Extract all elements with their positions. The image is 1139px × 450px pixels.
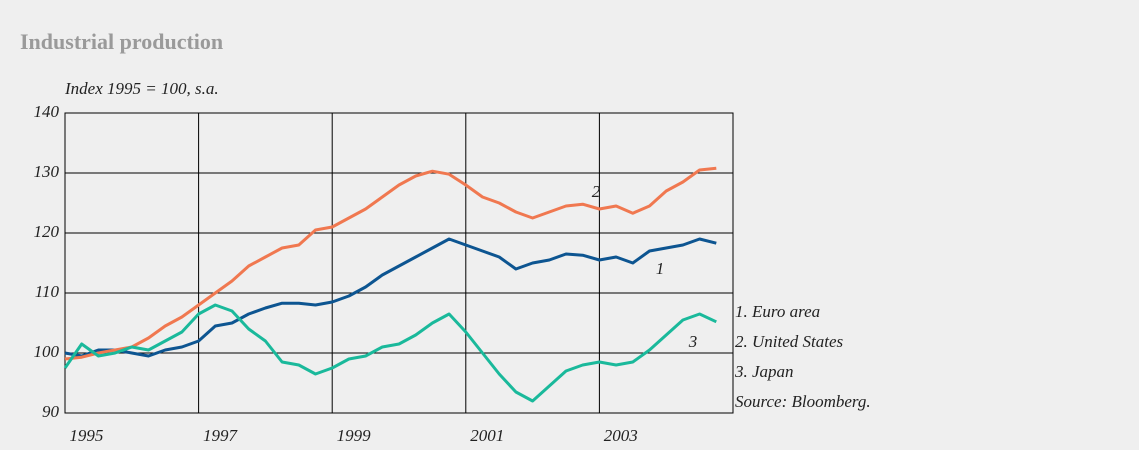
y-tick-label: 120: [34, 222, 60, 241]
series-line: [64, 166, 717, 361]
y-tick-label: 100: [34, 342, 60, 361]
line-label: 1: [656, 259, 665, 278]
legend-entry: 1. Euro area: [735, 302, 820, 321]
subtitle: Index 1995 = 100, s.a.: [64, 79, 219, 98]
x-tick-label: 2003: [604, 426, 638, 445]
series-line: [63, 303, 717, 403]
x-tick-label: 1995: [69, 426, 103, 445]
x-tick-label: 2001: [470, 426, 504, 445]
legend-entry: 2. United States: [735, 332, 844, 351]
y-tick-label: 140: [34, 102, 60, 121]
y-tick-label: 110: [35, 282, 60, 301]
chart-title: Industrial production: [20, 29, 223, 54]
x-tick-label: 1999: [337, 426, 372, 445]
series-line: [64, 237, 717, 358]
x-tick-label: 1997: [203, 426, 239, 445]
source: Source: Bloomberg.: [735, 392, 871, 411]
legend-entry: 3. Japan: [734, 362, 794, 381]
y-tick-label: 90: [42, 402, 60, 421]
y-tick-label: 130: [34, 162, 60, 181]
line-label: 2: [592, 182, 601, 201]
line-label: 3: [688, 332, 698, 351]
